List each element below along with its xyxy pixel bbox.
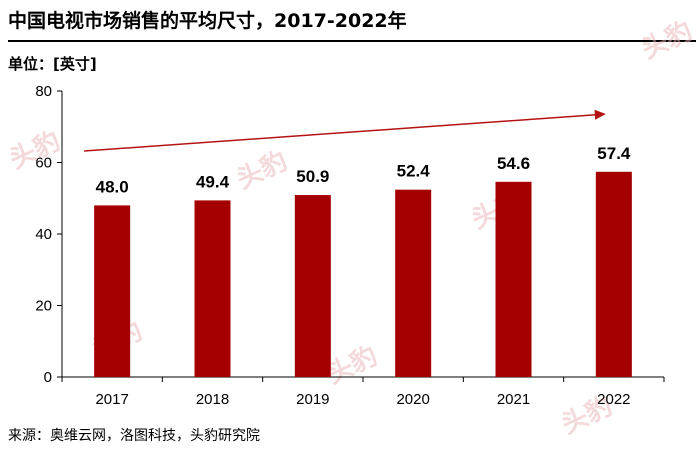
data-label: 50.9: [296, 167, 329, 186]
x-axis: 2017 2018 2019 2020 2021 2022: [61, 376, 665, 408]
trend-arrow-line: [84, 113, 598, 152]
chart-title: 中国电视市场销售的平均尺寸，2017-2022年: [8, 10, 407, 32]
y-tick-label: 20: [35, 298, 52, 315]
x-tick-label: 2019: [296, 391, 329, 408]
x-tick-label: 2018: [196, 391, 229, 408]
source-note: 来源：奥维云网，洛图科技，头豹研究院: [8, 428, 260, 444]
bars: [94, 171, 632, 377]
y-axis: 0 20 40 60 80: [35, 83, 63, 386]
y-tick-label: 0: [44, 369, 52, 386]
unit-label: 单位：[英寸]: [8, 55, 97, 73]
x-tick-label: 2020: [396, 391, 429, 408]
x-tick-label: 2017: [95, 391, 128, 408]
data-label: 49.4: [196, 172, 230, 191]
y-tick-label: 80: [35, 83, 52, 100]
bar: [395, 189, 432, 377]
bar: [495, 181, 532, 377]
bar: [595, 171, 632, 377]
data-label: 48.0: [96, 177, 129, 196]
y-tick-label: 60: [35, 155, 52, 172]
x-tick-label: 2022: [597, 391, 630, 408]
trend-arrow: [84, 109, 606, 152]
data-label: 57.4: [597, 144, 631, 163]
trend-arrow-head: [594, 109, 606, 120]
x-tick-label: 2021: [497, 391, 530, 408]
bar: [294, 195, 331, 377]
title-divider: [8, 40, 696, 42]
bar: [194, 200, 231, 377]
data-label: 52.4: [397, 162, 431, 181]
value-labels: 48.0 49.4 50.9 52.4 54.6 57.4: [96, 144, 631, 197]
bar: [94, 205, 131, 377]
data-label: 54.6: [497, 154, 530, 173]
y-tick-label: 40: [35, 226, 52, 243]
